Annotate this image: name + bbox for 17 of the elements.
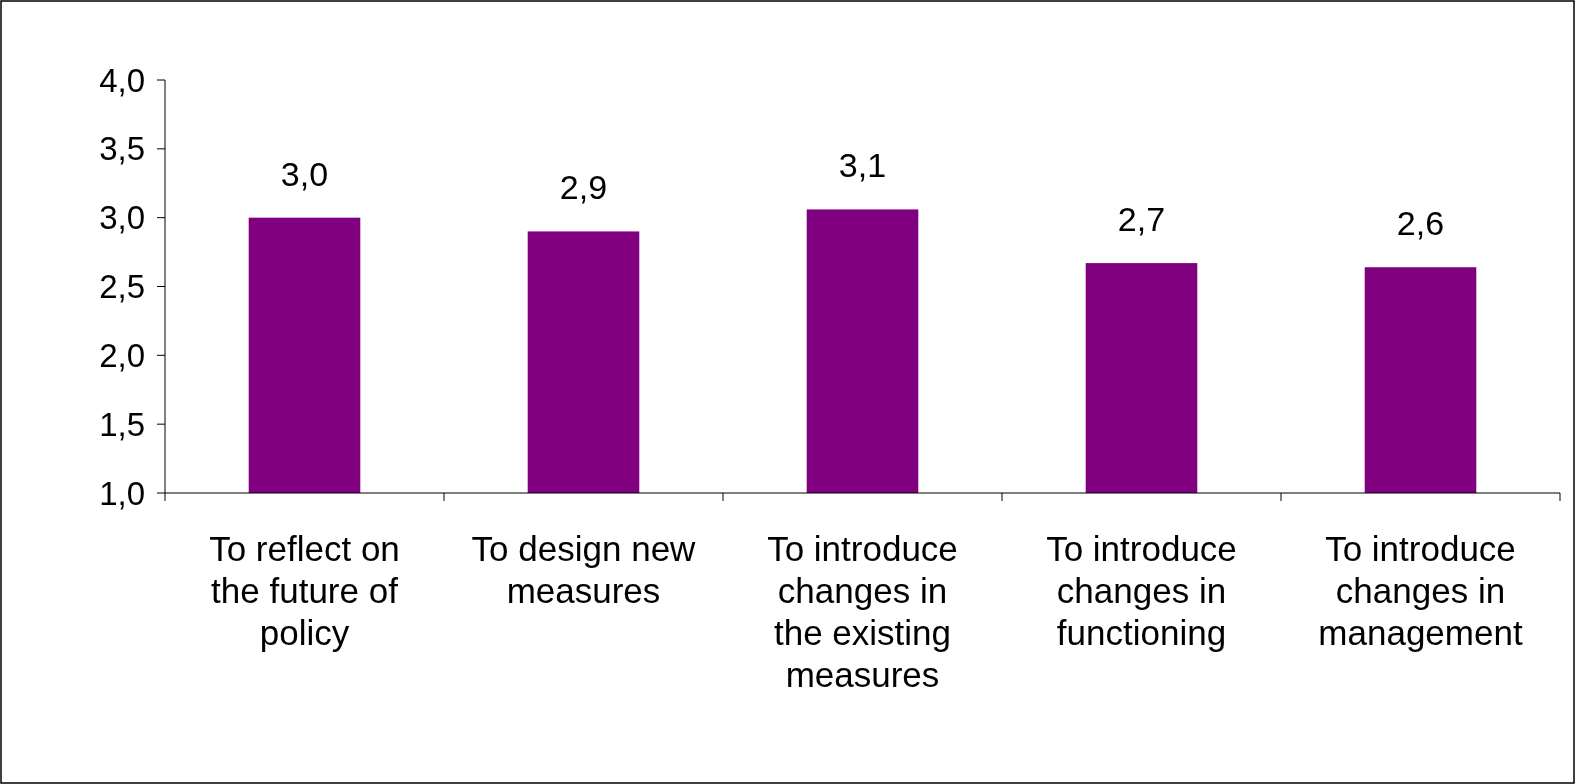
y-tick-label: 2,0 (99, 336, 145, 374)
y-tick-label: 2,5 (99, 268, 145, 306)
data-label: 2,9 (559, 168, 608, 207)
y-tick-label: 1,5 (99, 405, 145, 443)
y-tick-label: 3,5 (99, 130, 145, 168)
x-tick-label: To introduce changes in the existing measures (767, 529, 958, 694)
data-label: 2,7 (1117, 200, 1166, 239)
x-tick-label: To introduce changes in functioning (1046, 529, 1237, 652)
y-tick-label: 4,0 (99, 61, 145, 99)
y-tick-label: 3,0 (99, 199, 145, 237)
x-tick-label: To reflect on the future of policy (209, 529, 400, 652)
x-tick-label: To design new measures (471, 529, 697, 610)
x-tick-label: To introduce changes in management (1318, 529, 1523, 652)
data-label: 2,6 (1396, 204, 1445, 243)
y-tick-label: 1,0 (99, 474, 145, 512)
data-label: 3,0 (280, 154, 329, 193)
data-label: 3,1 (838, 146, 887, 185)
